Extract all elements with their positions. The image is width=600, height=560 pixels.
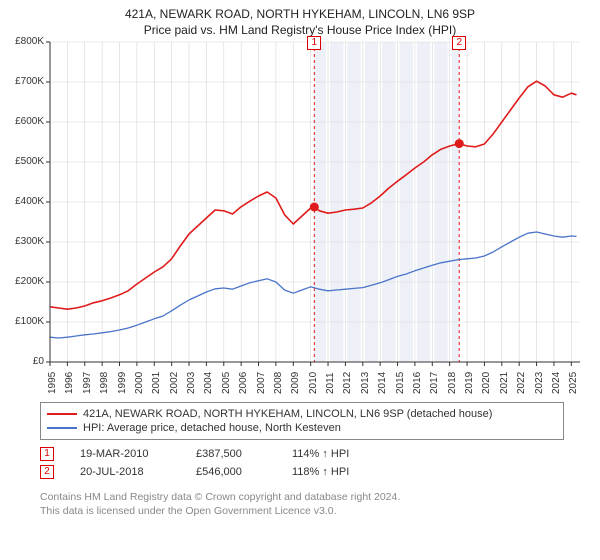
xtick-label: 2003 bbox=[186, 372, 197, 394]
sales-row-0: 1 19-MAR-2010 £387,500 114% ↑ HPI bbox=[40, 445, 382, 463]
title-line-1: 421A, NEWARK ROAD, NORTH HYKEHAM, LINCOL… bbox=[0, 6, 600, 22]
xtick-label: 2015 bbox=[395, 372, 406, 394]
sales-badge-1: 2 bbox=[40, 465, 54, 479]
title-block: 421A, NEWARK ROAD, NORTH HYKEHAM, LINCOL… bbox=[0, 0, 600, 40]
xtick-label: 2012 bbox=[342, 372, 353, 394]
legend-swatch-1 bbox=[47, 427, 77, 429]
footer-line-1: Contains HM Land Registry data © Crown c… bbox=[40, 490, 564, 504]
ytick-label: £100K bbox=[0, 316, 44, 327]
xtick-label: 1995 bbox=[47, 372, 58, 394]
xtick-label: 2011 bbox=[325, 372, 336, 394]
xtick-label: 2004 bbox=[203, 372, 214, 394]
xtick-label: 2007 bbox=[256, 372, 267, 394]
xtick-label: 2024 bbox=[551, 372, 562, 394]
sales-row-1: 2 20-JUL-2018 £546,000 118% ↑ HPI bbox=[40, 463, 382, 481]
sales-date-1: 20-JUL-2018 bbox=[80, 466, 170, 478]
xtick-label: 2022 bbox=[516, 372, 527, 394]
page-container: 421A, NEWARK ROAD, NORTH HYKEHAM, LINCOL… bbox=[0, 0, 600, 560]
ytick-label: £500K bbox=[0, 156, 44, 167]
title-line-2: Price paid vs. HM Land Registry's House … bbox=[0, 22, 600, 38]
sales-pct-0: 114% ↑ HPI bbox=[292, 448, 382, 460]
chart-marker-badge: 2 bbox=[452, 36, 466, 50]
ytick-label: £400K bbox=[0, 196, 44, 207]
sales-price-0: £387,500 bbox=[196, 448, 266, 460]
xtick-label: 2017 bbox=[429, 372, 440, 394]
footer-line-2: This data is licensed under the Open Gov… bbox=[40, 504, 564, 518]
ytick-label: £0 bbox=[0, 356, 44, 367]
xtick-label: 2014 bbox=[377, 372, 388, 394]
legend-label-1: HPI: Average price, detached house, Nort… bbox=[83, 422, 341, 434]
chart-svg bbox=[50, 42, 580, 362]
legend-box: 421A, NEWARK ROAD, NORTH HYKEHAM, LINCOL… bbox=[40, 402, 564, 440]
xtick-label: 2020 bbox=[481, 372, 492, 394]
xtick-label: 1997 bbox=[82, 372, 93, 394]
xtick-label: 2008 bbox=[273, 372, 284, 394]
xtick-label: 1998 bbox=[99, 372, 110, 394]
xtick-label: 2006 bbox=[238, 372, 249, 394]
xtick-label: 2005 bbox=[221, 372, 232, 394]
xtick-label: 2018 bbox=[447, 372, 458, 394]
sales-table: 1 19-MAR-2010 £387,500 114% ↑ HPI 2 20-J… bbox=[40, 445, 382, 481]
xtick-label: 2000 bbox=[134, 372, 145, 394]
xtick-label: 2013 bbox=[360, 372, 371, 394]
xtick-label: 2025 bbox=[568, 372, 579, 394]
legend-swatch-0 bbox=[47, 413, 77, 415]
chart-marker-badge: 1 bbox=[307, 36, 321, 50]
footer: Contains HM Land Registry data © Crown c… bbox=[40, 490, 564, 518]
sales-pct-1: 118% ↑ HPI bbox=[292, 466, 382, 478]
sales-badge-0: 1 bbox=[40, 447, 54, 461]
xtick-label: 1996 bbox=[64, 372, 75, 394]
xtick-label: 2009 bbox=[290, 372, 301, 394]
ytick-label: £200K bbox=[0, 276, 44, 287]
legend-label-0: 421A, NEWARK ROAD, NORTH HYKEHAM, LINCOL… bbox=[83, 408, 492, 420]
sales-price-1: £546,000 bbox=[196, 466, 266, 478]
xtick-label: 2021 bbox=[499, 372, 510, 394]
sales-date-0: 19-MAR-2010 bbox=[80, 448, 170, 460]
ytick-label: £600K bbox=[0, 116, 44, 127]
xtick-label: 2019 bbox=[464, 372, 475, 394]
xtick-label: 2023 bbox=[534, 372, 545, 394]
chart-area: £0£100K£200K£300K£400K£500K£600K£700K£80… bbox=[50, 42, 580, 392]
xtick-label: 2016 bbox=[412, 372, 423, 394]
xtick-label: 2010 bbox=[308, 372, 319, 394]
ytick-label: £700K bbox=[0, 76, 44, 87]
legend-row-0: 421A, NEWARK ROAD, NORTH HYKEHAM, LINCOL… bbox=[47, 407, 557, 421]
legend-row-1: HPI: Average price, detached house, Nort… bbox=[47, 421, 557, 435]
ytick-label: £300K bbox=[0, 236, 44, 247]
ytick-label: £800K bbox=[0, 36, 44, 47]
xtick-label: 2002 bbox=[169, 372, 180, 394]
xtick-label: 2001 bbox=[151, 372, 162, 394]
xtick-label: 1999 bbox=[117, 372, 128, 394]
